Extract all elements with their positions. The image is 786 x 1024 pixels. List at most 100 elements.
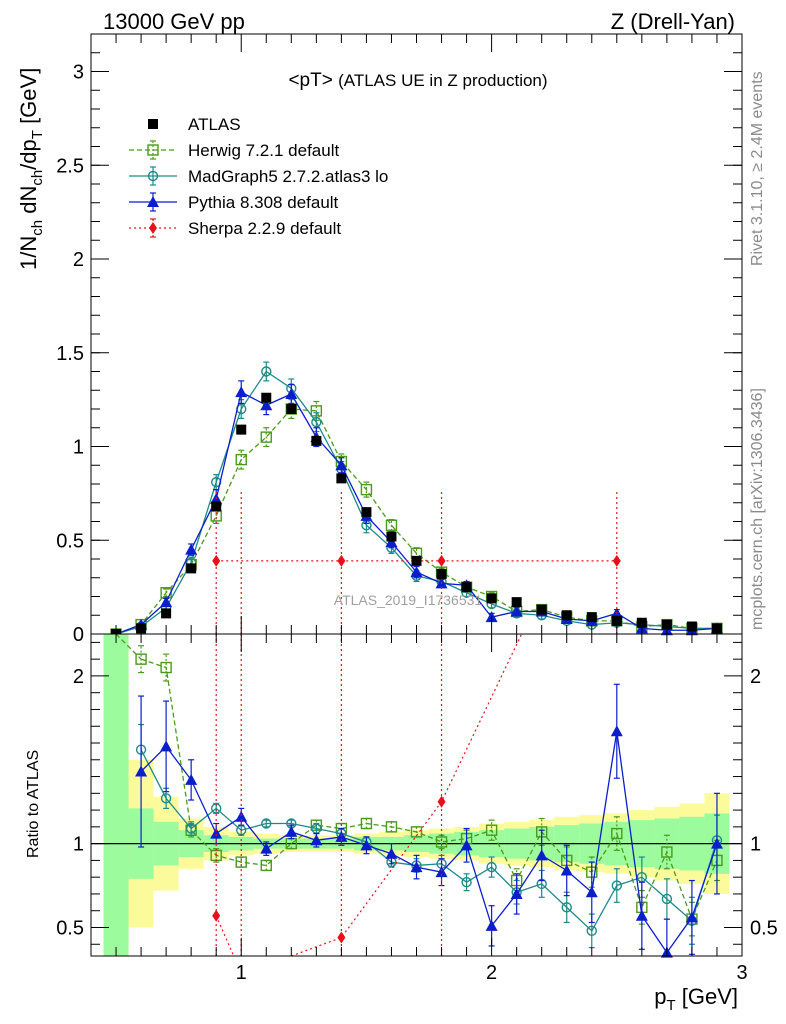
legend-label-madgraph: MadGraph5 2.7.2.atlas3 lo [188,167,388,186]
herwig-ratio-point [135,653,147,665]
herwig-point [360,483,373,496]
pythia-ratio-point [360,839,373,851]
sherpa-point [437,554,446,567]
pythia-ratio-point [135,765,148,777]
madgraph-point [311,416,322,428]
atlas-point [511,597,522,608]
main-title: <pT> (ATLAS UE in Z production) [288,70,547,91]
band-inner [103,634,129,956]
herwig-ratio-point [385,821,398,833]
sherpa-ratio-point [337,931,346,944]
sherpa-ratio-point [212,909,221,922]
pythia-ratio-point [310,834,323,846]
herwig-ratio-point [235,856,247,868]
legend-marker-pythia [147,196,159,207]
pythia-ratio-point [185,773,198,785]
legend-label-atlas: ATLAS [188,115,241,134]
madgraph-point [261,366,272,377]
sherpa-point [337,554,346,567]
legend: ATLAS Herwig 7.2.1 default MadGraph5 2.7.2… [129,115,388,238]
herwig-ratio-point [260,859,272,872]
legend-marker-madgraph [147,170,159,182]
herwig-ratio-point [661,846,673,858]
herwig-point [260,431,272,443]
main-ytick-label: 1 [73,437,84,459]
pythia-point [510,605,523,617]
ratio-ticks: 0.5 0.5 1 1 2 2 1 2 3 [56,634,778,984]
herwig-ratio-entry [115,633,142,660]
atlas-point [286,404,297,414]
rivet-label: Rivet 3.1.10, ≥ 2.4M events [749,71,766,266]
pythia-ratio-point [510,887,523,899]
watermark: ATLAS_2019_I1736531 [334,592,483,608]
pythia-ratio-point [460,839,473,851]
madgraph-ratio-point [661,893,673,905]
ratio-ytick-label-right: 0.5 [750,917,778,939]
atlas-point [261,392,272,403]
ratio-ytick-label: 2 [73,666,84,688]
atlas-point [211,501,222,512]
xtick-label: 1 [236,962,247,984]
ratio-ytick-label: 0.5 [56,917,84,939]
madgraph-ratio-point [461,877,472,888]
herwig-ratio-point [360,817,373,830]
herwig-point [235,453,247,466]
madgraph-ratio-point [185,823,197,834]
atlas-point [536,604,547,615]
atlas-point [336,473,347,484]
main-ticks: 0 0.5 1 1.5 2 2.5 3 [56,34,743,646]
ratio-ylabel: Ratio to ATLAS [25,750,42,858]
pythia-ratio-point [235,810,248,822]
herwig-ratio-line [140,658,718,921]
pythia-ratio-point [210,827,223,839]
atlas-point [611,615,622,626]
pythia-point [235,386,248,398]
ratio-panel: 0.5 0.5 1 1 2 2 1 2 3 [56,633,778,984]
pythia-point [160,596,173,608]
atlas-point [411,555,422,566]
sherpa-ratio-line [215,633,523,957]
pythia-ratio-point [285,825,298,837]
atlas-point [561,610,572,621]
pythia-ratio-point [535,849,548,861]
pythia-ratio-point [435,866,448,878]
atlas-point [186,563,197,574]
atlas-point [661,619,672,630]
atlas-point [436,569,447,579]
xtick-label: 3 [736,962,747,984]
legend-label-sherpa: Sherpa 2.2.9 default [188,219,341,238]
pythia-ratio-point [260,842,273,854]
legend-marker-sherpa [149,222,157,234]
ratio-ytick-label-right: 1 [750,834,761,856]
atlas-point [386,531,397,542]
pythia-ratio-point [410,861,423,873]
legend-marker-atlas [148,119,158,129]
pythia-ratio-point [710,837,723,849]
legend-label-pythia: Pythia 8.308 default [188,193,339,212]
main-data-layer [110,361,723,640]
main-ytick-label: 2.5 [56,155,84,177]
header-right: Z (Drell-Yan) [611,9,735,34]
pythia-ratio-point [335,830,348,842]
pythia-point [335,459,348,471]
legend-label-herwig: Herwig 7.2.1 default [188,141,339,160]
sherpa-point [212,554,221,567]
mcplots-label: mcplots.cern.ch [arXiv:1306.3436] [749,388,766,630]
pythia-point [385,536,398,548]
xtick-label: 2 [486,962,497,984]
atlas-point [461,582,472,593]
madgraph-ratio-point [561,902,572,913]
pythia-point [260,399,273,411]
madgraph-ratio-point [586,925,597,937]
main-panel: 0 0.5 1 1.5 2 2.5 3 <pT> (ATLAS UE in Z produc… [56,33,743,646]
main-ytick-label: 0.5 [56,530,84,552]
atlas-point [586,612,597,623]
legend-marker-herwig [147,144,159,156]
pythia-ratio-point [385,847,398,859]
pythia-ratio-point [635,909,648,921]
main-ytick-label: 1.5 [56,343,84,365]
sherpa-point [612,554,621,567]
main-ylabel: 1/Nch dNch/dpT [GeV] [16,68,46,270]
pythia-point [185,543,198,555]
